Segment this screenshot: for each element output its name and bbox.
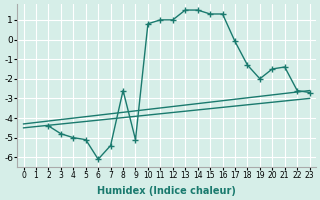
- X-axis label: Humidex (Indice chaleur): Humidex (Indice chaleur): [97, 186, 236, 196]
